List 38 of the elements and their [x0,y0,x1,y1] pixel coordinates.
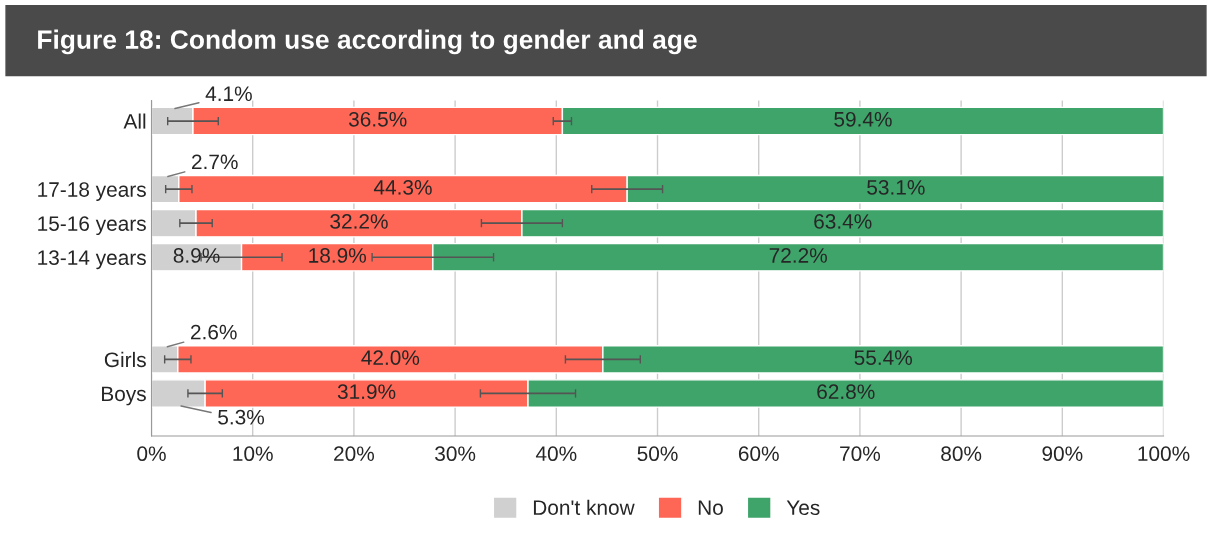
data-label: 72.2% [769,248,827,263]
chart-title: Figure 18: Condom use according to gender and age [38,29,697,55]
y-tick-label: 13-14 years [38,250,146,270]
data-label: 2.6% [191,324,237,340]
data-label: 59.4% [834,111,892,127]
legend-label: Yes [786,500,820,516]
data-label: 8.9% [173,248,220,263]
x-tick-label: 100% [1138,446,1190,462]
data-label: 44.3% [373,179,432,195]
x-tick-label: 70% [840,446,881,462]
x-tick-label: 30% [435,446,476,462]
y-tick-label: All [123,113,146,129]
data-label: 2.7% [192,154,238,170]
y-tick-label: 15-16 years [38,216,146,236]
data-label: 4.1% [205,86,252,102]
data-label: 55.4% [854,350,912,365]
data-label: 63.4% [814,214,872,229]
x-tick-label: 20% [334,446,375,462]
y-tick-label: Girls [104,351,146,368]
x-tick-label: 60% [738,446,779,462]
y-tick-label: Boys [102,386,146,406]
legend-label: No [698,500,723,516]
data-label: 5.3% [218,409,265,425]
x-tick-label: 80% [941,446,982,462]
x-tick-label: 40% [535,446,577,462]
y-tick-label: 17-18 years [38,182,146,202]
data-label: 32.2% [330,214,388,229]
x-tick-label: 90% [1042,446,1083,462]
data-label: 62.8% [817,384,875,400]
data-label: 36.5% [348,111,407,127]
x-tick-label: 50% [637,446,678,462]
legend-label: Don't know [533,499,635,516]
data-label: 53.1% [867,179,925,195]
data-label: 31.9% [337,384,396,400]
data-label: 42.0% [361,350,420,365]
x-tick-label: 0% [137,446,166,462]
data-label: 18.9% [309,248,366,263]
x-tick-label: 10% [233,446,273,462]
